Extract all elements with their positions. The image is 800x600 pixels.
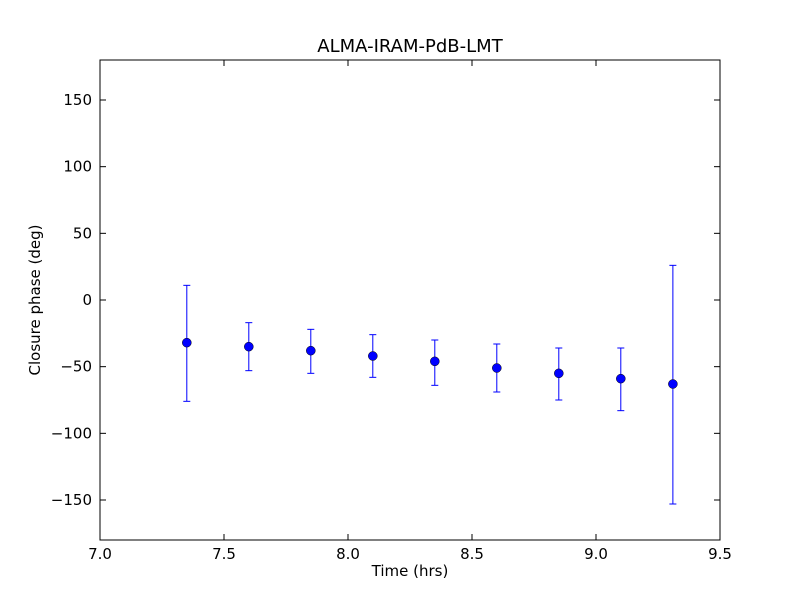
plot-area — [99, 59, 721, 541]
y-tick-label: −50 — [60, 358, 92, 376]
series-layer — [182, 264, 678, 505]
y-tick-label: 150 — [63, 91, 92, 109]
data-point — [554, 368, 564, 379]
y-tick-label: −100 — [51, 424, 92, 442]
plot-frame — [99, 59, 721, 541]
y-tick-label: 100 — [63, 158, 92, 176]
data-point — [430, 356, 440, 367]
x-tick-label: 9.0 — [584, 545, 608, 563]
y-tick-label: 50 — [73, 224, 92, 242]
y-axis-label: Closure phase (deg) — [26, 225, 44, 376]
x-tick-label: 7.0 — [88, 545, 112, 563]
data-point — [668, 379, 678, 389]
x-tick-label: 7.5 — [212, 545, 236, 563]
y-axis: −150 −100 −50 0 50 100 150 — [51, 91, 720, 509]
x-tick-label: 9.5 — [708, 545, 732, 563]
chart-title: ALMA-IRAM-PdB-LMT — [317, 36, 503, 57]
x-axis: 7.0 7.5 8.0 8.5 9.0 9.5 — [88, 60, 732, 563]
x-tick-label: 8.5 — [460, 545, 484, 563]
y-tick-label: 0 — [82, 291, 92, 309]
data-point — [306, 345, 316, 356]
data-point — [368, 351, 378, 361]
data-point — [182, 337, 192, 348]
x-axis-label: Time (hrs) — [371, 562, 449, 580]
y-tick-label: −150 — [51, 491, 92, 509]
data-point — [616, 373, 626, 384]
data-point — [244, 341, 254, 352]
data-point — [492, 363, 502, 373]
x-tick-label: 8.0 — [336, 545, 360, 563]
